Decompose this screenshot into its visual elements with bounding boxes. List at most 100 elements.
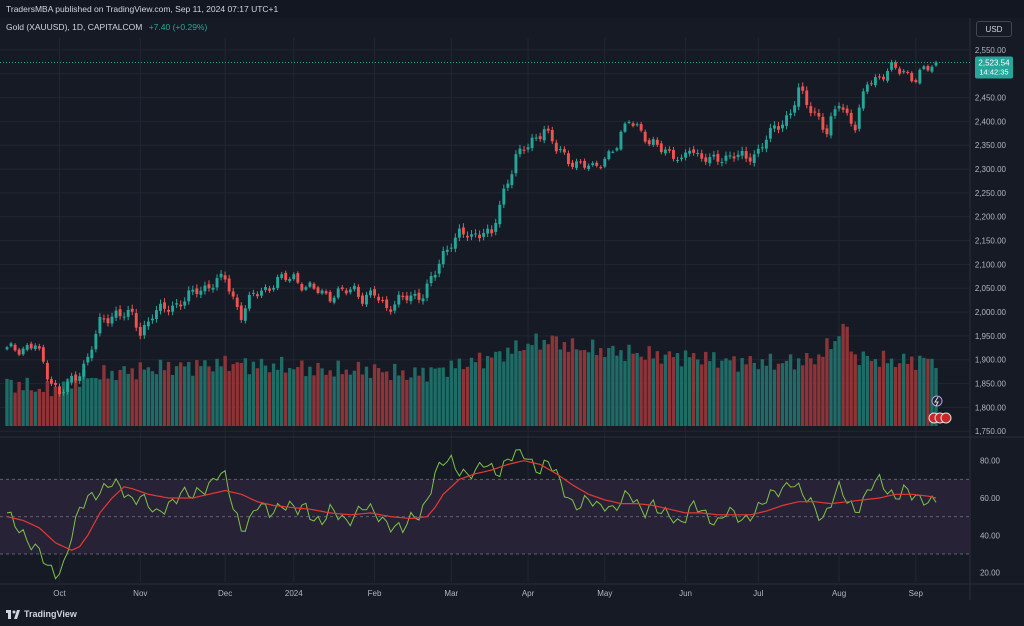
candle-body [389,309,393,312]
candle-body [490,229,494,234]
volume-bar [187,361,191,426]
volume-bar [534,333,538,426]
volume-bar [582,350,587,426]
volume-bar [918,355,922,426]
candle-body [352,285,356,290]
volume-bar [821,356,825,426]
volume-bar [716,367,720,426]
volume-bar [267,372,272,426]
volume-bar [166,361,171,426]
candle-body [542,129,546,141]
candle-body [817,113,821,117]
volume-bar [485,355,490,426]
volume-bar [235,362,239,426]
candle-body [413,293,417,296]
candle-body [393,304,397,311]
price-tick-label: 1,950.00 [975,332,1007,341]
candle-body [603,158,607,167]
candle-body [760,147,764,149]
candle-body [554,142,558,152]
volume-bar [922,357,926,426]
price-tick-label: 1,850.00 [975,380,1007,389]
candle-body [98,316,102,334]
candle-body [457,228,461,238]
time-tick-label: Apr [522,589,535,598]
volume-bar [772,369,777,426]
candle-body [651,139,655,145]
volume-bar [469,357,474,426]
candle-body [9,343,13,347]
volume-bar [825,338,829,426]
volume-bar [376,368,381,426]
rsi-ma-line [6,460,937,551]
time-tick-label: Feb [368,589,382,598]
volume-bar [401,370,405,426]
volume-bar [708,361,712,426]
candle-body [865,84,869,92]
candle-body [348,289,352,293]
candle-body [86,356,90,363]
candle-body [619,131,623,150]
volume-bar [893,366,898,426]
candle-body [110,316,114,324]
symbol-legend[interactable]: Gold (XAUUSD), 1D, CAPITALCOM +7.40 (+0.… [6,22,207,32]
currency-button[interactable]: USD [976,21,1012,37]
last-price-badge [975,56,1013,79]
volume-bar [288,367,292,426]
volume-bar [461,369,466,426]
volume-bar [651,358,655,426]
candle-body [809,106,813,113]
volume-bar [700,364,704,426]
volume-bar [611,345,615,426]
time-tick-label: Mar [444,589,458,598]
candle-body [627,121,631,123]
candle-body [449,247,453,249]
candle-body [118,309,122,317]
volume-bar [885,363,890,426]
volume-bar [776,363,781,426]
candle-body [894,62,898,68]
candle-body [13,344,17,351]
volume-bar [368,377,373,426]
volume-bar [417,375,421,426]
candle-body [203,285,207,292]
rsi-panel [0,449,970,580]
candle-body [655,139,659,145]
volume-bar [796,358,801,426]
volume-bar [425,381,429,426]
volume-bar [607,348,611,426]
volume-bar [635,352,639,426]
volume-bar [744,364,748,426]
volume-bar [841,323,845,426]
candle-body [667,149,671,151]
candle-body [130,308,134,312]
volume-bar [251,361,256,426]
volume-bar [805,352,809,426]
tradingview-logo[interactable]: TradingView [6,609,77,619]
candle-body [845,108,849,113]
candle-body [502,188,506,205]
volume-bar [409,377,413,426]
candle-body [82,363,86,377]
candle-body [159,303,162,311]
candle-body [692,149,696,153]
grid-lines [0,18,1024,600]
candle-body [441,250,445,265]
candle-body [869,83,873,85]
volume-bar [360,374,365,426]
volume-bar [324,374,328,426]
candle-body [724,155,728,161]
candle-body [445,249,449,252]
candle-body [906,72,910,74]
candle-body [453,237,457,249]
volume-bar [865,355,870,426]
volume-bar [889,358,894,426]
volume-bar [393,363,397,426]
time-axis: Oct Nov Dec 2024 Feb Mar Apr May Jun Jul Aug Sep [53,589,923,598]
candle-body [163,302,166,309]
price-tick-label: 2,100.00 [975,260,1007,269]
candle-body [534,137,538,139]
candle-body [429,276,433,284]
candle-body [672,149,675,159]
